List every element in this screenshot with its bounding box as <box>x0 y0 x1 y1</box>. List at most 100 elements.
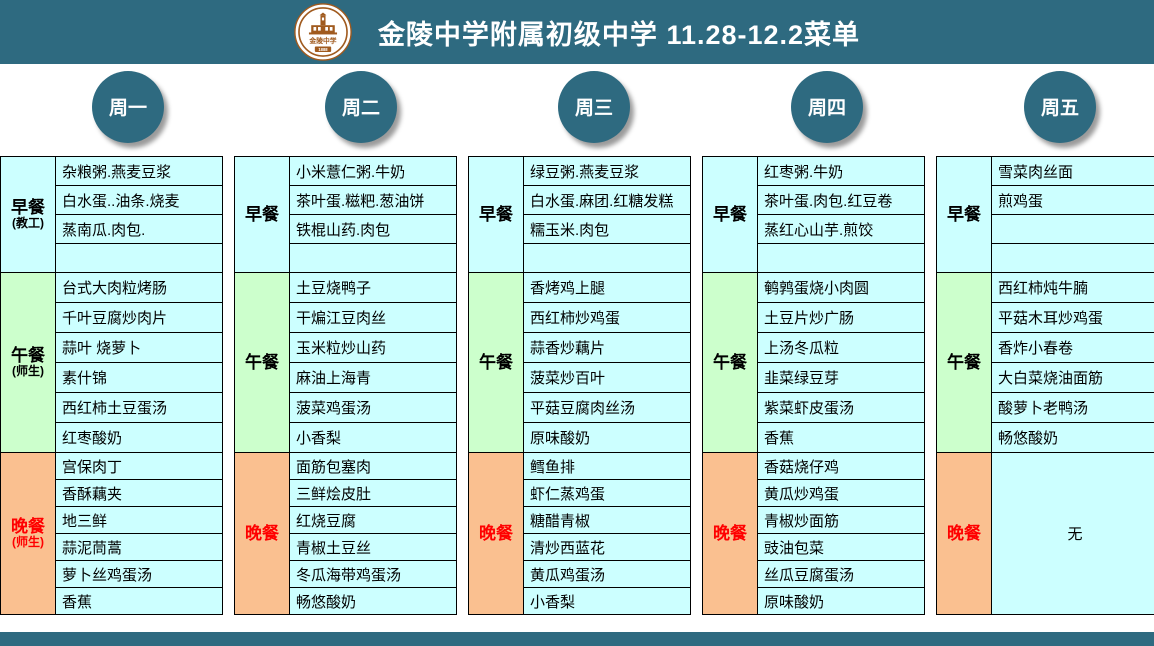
menu-item-cell: 煎鸡蛋 <box>991 185 1154 215</box>
menu-item-cell: 糖醋青椒 <box>523 506 691 534</box>
meal-row: 小香梨 <box>469 587 691 615</box>
menu-item-cell: 香蕉 <box>55 587 223 615</box>
day-table-4: 早餐 红枣粥.牛奶 茶叶蛋.肉包.红豆卷 蒸红心山芋.煎饺午餐 鹌鹑蛋烧小肉圆 土豆片炒广… <box>702 156 925 615</box>
menu-item-cell: 雪菜肉丝面 <box>991 156 1154 186</box>
menu-item-cell: 黄瓜鸡蛋汤 <box>523 560 691 588</box>
meal-row: 豉油包菜 <box>703 533 925 561</box>
meal-row: 蒜泥茼蒿 <box>1 533 223 561</box>
menu-item-cell: 红枣粥.牛奶 <box>757 156 925 186</box>
menu-item-cell <box>55 243 223 273</box>
day-table-5: 早餐 雪菜肉丝面 煎鸡蛋 午餐 西红柿炖牛腩 平菇木耳炒鸡蛋 香炸小春卷 大白菜烧油面筋 酸萝卜… <box>936 156 1154 615</box>
meal-row: 红烧豆腐 <box>235 506 457 534</box>
meal-label-text: 晚餐 <box>11 516 45 536</box>
menu-item-cell: 小米薏仁粥.牛奶 <box>289 156 457 186</box>
meal-label-text: 午餐 <box>11 345 45 365</box>
school-logo-icon: 金陵中学 1888 <box>294 3 352 61</box>
meal-row: 紫菜虾皮蛋汤 <box>703 392 925 423</box>
day-badge-slot: 周四 <box>699 64 921 149</box>
menu-item-cell: 土豆烧鸭子 <box>289 272 457 303</box>
day-badge-1: 周一 <box>92 70 164 143</box>
meal-row: 土豆片炒广肠 <box>703 302 925 333</box>
meal-row: 原味酸奶 <box>703 587 925 615</box>
meal-row: 西红柿土豆蛋汤 <box>1 392 223 423</box>
meal-row: 青椒土豆丝 <box>235 533 457 561</box>
day-table-1: 早餐 (教工) 杂粮粥.燕麦豆浆 白水蛋..油条.烧麦 蒸南瓜.肉包. 午餐 (师生) 台式大… <box>0 156 223 615</box>
menu-item-cell: 香菇烧仔鸡 <box>757 452 925 480</box>
menu-item-cell: 鳕鱼排 <box>523 452 691 480</box>
meal-row: 糖醋青椒 <box>469 506 691 534</box>
menu-item-cell: 三鲜烩皮肚 <box>289 479 457 507</box>
menu-item-cell: 素什锦 <box>55 362 223 393</box>
menu-item-cell: 清炒西蓝花 <box>523 533 691 561</box>
meal-row <box>1 243 223 273</box>
logo-school-name: 金陵中学 <box>308 36 336 45</box>
meal-row: 萝卜丝鸡蛋汤 <box>1 560 223 588</box>
meal-row: 白水蛋..油条.烧麦 <box>1 185 223 215</box>
weekday-row: 周一 周二 周三 周四 周五 <box>0 64 1154 149</box>
meal-row: 畅悠酸奶 <box>937 422 1154 453</box>
meal-row: 香炸小春卷 <box>937 332 1154 363</box>
menu-item-cell: 冬瓜海带鸡蛋汤 <box>289 560 457 588</box>
menu-item-cell: 豉油包菜 <box>757 533 925 561</box>
menu-item-cell: 西红柿土豆蛋汤 <box>55 392 223 423</box>
meal-label-dinner: 晚餐 <box>468 452 524 615</box>
menu-item-cell: 白水蛋.麻团.红糖发糕 <box>523 185 691 215</box>
meal-row: 干煸江豆肉丝 <box>235 302 457 333</box>
menu-item-cell: 玉米粒炒山药 <box>289 332 457 363</box>
menu-item-cell: 萝卜丝鸡蛋汤 <box>55 560 223 588</box>
menu-item-cell: 杂粮粥.燕麦豆浆 <box>55 156 223 186</box>
meal-row: 丝瓜豆腐蛋汤 <box>703 560 925 588</box>
meal-row: 平菇豆腐肉丝汤 <box>469 392 691 423</box>
menu-item-cell: 青椒土豆丝 <box>289 533 457 561</box>
meal-label-dinner: 晚餐 <box>234 452 290 615</box>
menu-item-cell: 蒜香炒藕片 <box>523 332 691 363</box>
day-table-3: 早餐 绿豆粥.燕麦豆浆 白水蛋.麻团.红糖发糕 糯玉米.肉包 午餐 香烤鸡上腿 西红柿炒鸡蛋… <box>468 156 691 615</box>
meal-row: 玉米粒炒山药 <box>235 332 457 363</box>
menu-item-cell: 西红柿炒鸡蛋 <box>523 302 691 333</box>
menu-item-cell: 紫菜虾皮蛋汤 <box>757 392 925 423</box>
day-badge-slot: 周一 <box>0 64 222 149</box>
meal-label-lunch: 午餐 <box>936 272 992 453</box>
meal-label-dinner: 晚餐 <box>936 452 992 615</box>
meal-row: 原味酸奶 <box>469 422 691 453</box>
header-bar: 金陵中学 1888 金陵中学附属初级中学 11.28-12.2菜单 <box>0 0 1154 64</box>
meal-row: 晚餐 香菇烧仔鸡 <box>702 452 925 615</box>
menu-item-cell: 畅悠酸奶 <box>289 587 457 615</box>
meal-label-lunch: 午餐 <box>234 272 290 453</box>
menu-item-cell: 菠菜鸡蛋汤 <box>289 392 457 423</box>
day-badge-5: 周五 <box>1024 70 1096 143</box>
meal-sublabel: (教工) <box>12 216 44 231</box>
meal-label-text: 午餐 <box>245 352 279 372</box>
menu-item-cell <box>523 243 691 273</box>
menu-item-cell: 原味酸奶 <box>757 587 925 615</box>
menu-item-cell: 丝瓜豆腐蛋汤 <box>757 560 925 588</box>
menu-item-cell: 白水蛋..油条.烧麦 <box>55 185 223 215</box>
menu-item-cell: 土豆片炒广肠 <box>757 302 925 333</box>
logo-year: 1888 <box>318 47 328 52</box>
meal-row: 早餐 雪菜肉丝面 <box>936 156 1154 273</box>
menu-item-cell: 红枣酸奶 <box>55 422 223 453</box>
menu-item-cell: 面筋包塞肉 <box>289 452 457 480</box>
meal-row: 午餐 鹌鹑蛋烧小肉圆 <box>702 272 925 453</box>
menu-item-cell: 蒸红心山芋.煎饺 <box>757 214 925 244</box>
meal-row: 晚餐 (师生) 宫保肉丁 <box>0 452 223 615</box>
day-badge-2: 周二 <box>325 70 397 143</box>
meal-row: 麻油上海青 <box>235 362 457 393</box>
meal-row <box>469 243 691 273</box>
meal-label-breakfast: 早餐 <box>702 156 758 273</box>
meal-row: 茶叶蛋.肉包.红豆卷 <box>703 185 925 215</box>
meal-row: 蒸南瓜.肉包. <box>1 214 223 244</box>
menu-item-cell: 黄瓜炒鸡蛋 <box>757 479 925 507</box>
meal-row: 蒸红心山芋.煎饺 <box>703 214 925 244</box>
day-table-2: 早餐 小米薏仁粥.牛奶 茶叶蛋.糍粑.葱油饼 铁棍山药.肉包 午餐 土豆烧鸭子 干煸江豆肉丝… <box>234 156 457 615</box>
meal-label-breakfast: 早餐 <box>468 156 524 273</box>
meal-row <box>703 243 925 273</box>
meal-row: 畅悠酸奶 <box>235 587 457 615</box>
menu-item-cell: 麻油上海青 <box>289 362 457 393</box>
menu-item-cell <box>991 243 1154 273</box>
meal-row: 小香梨 <box>235 422 457 453</box>
meal-row: 午餐 西红柿炖牛腩 <box>936 272 1154 453</box>
meal-sublabel: (师生) <box>12 364 44 379</box>
menu-item-cell: 菠菜炒百叶 <box>523 362 691 393</box>
